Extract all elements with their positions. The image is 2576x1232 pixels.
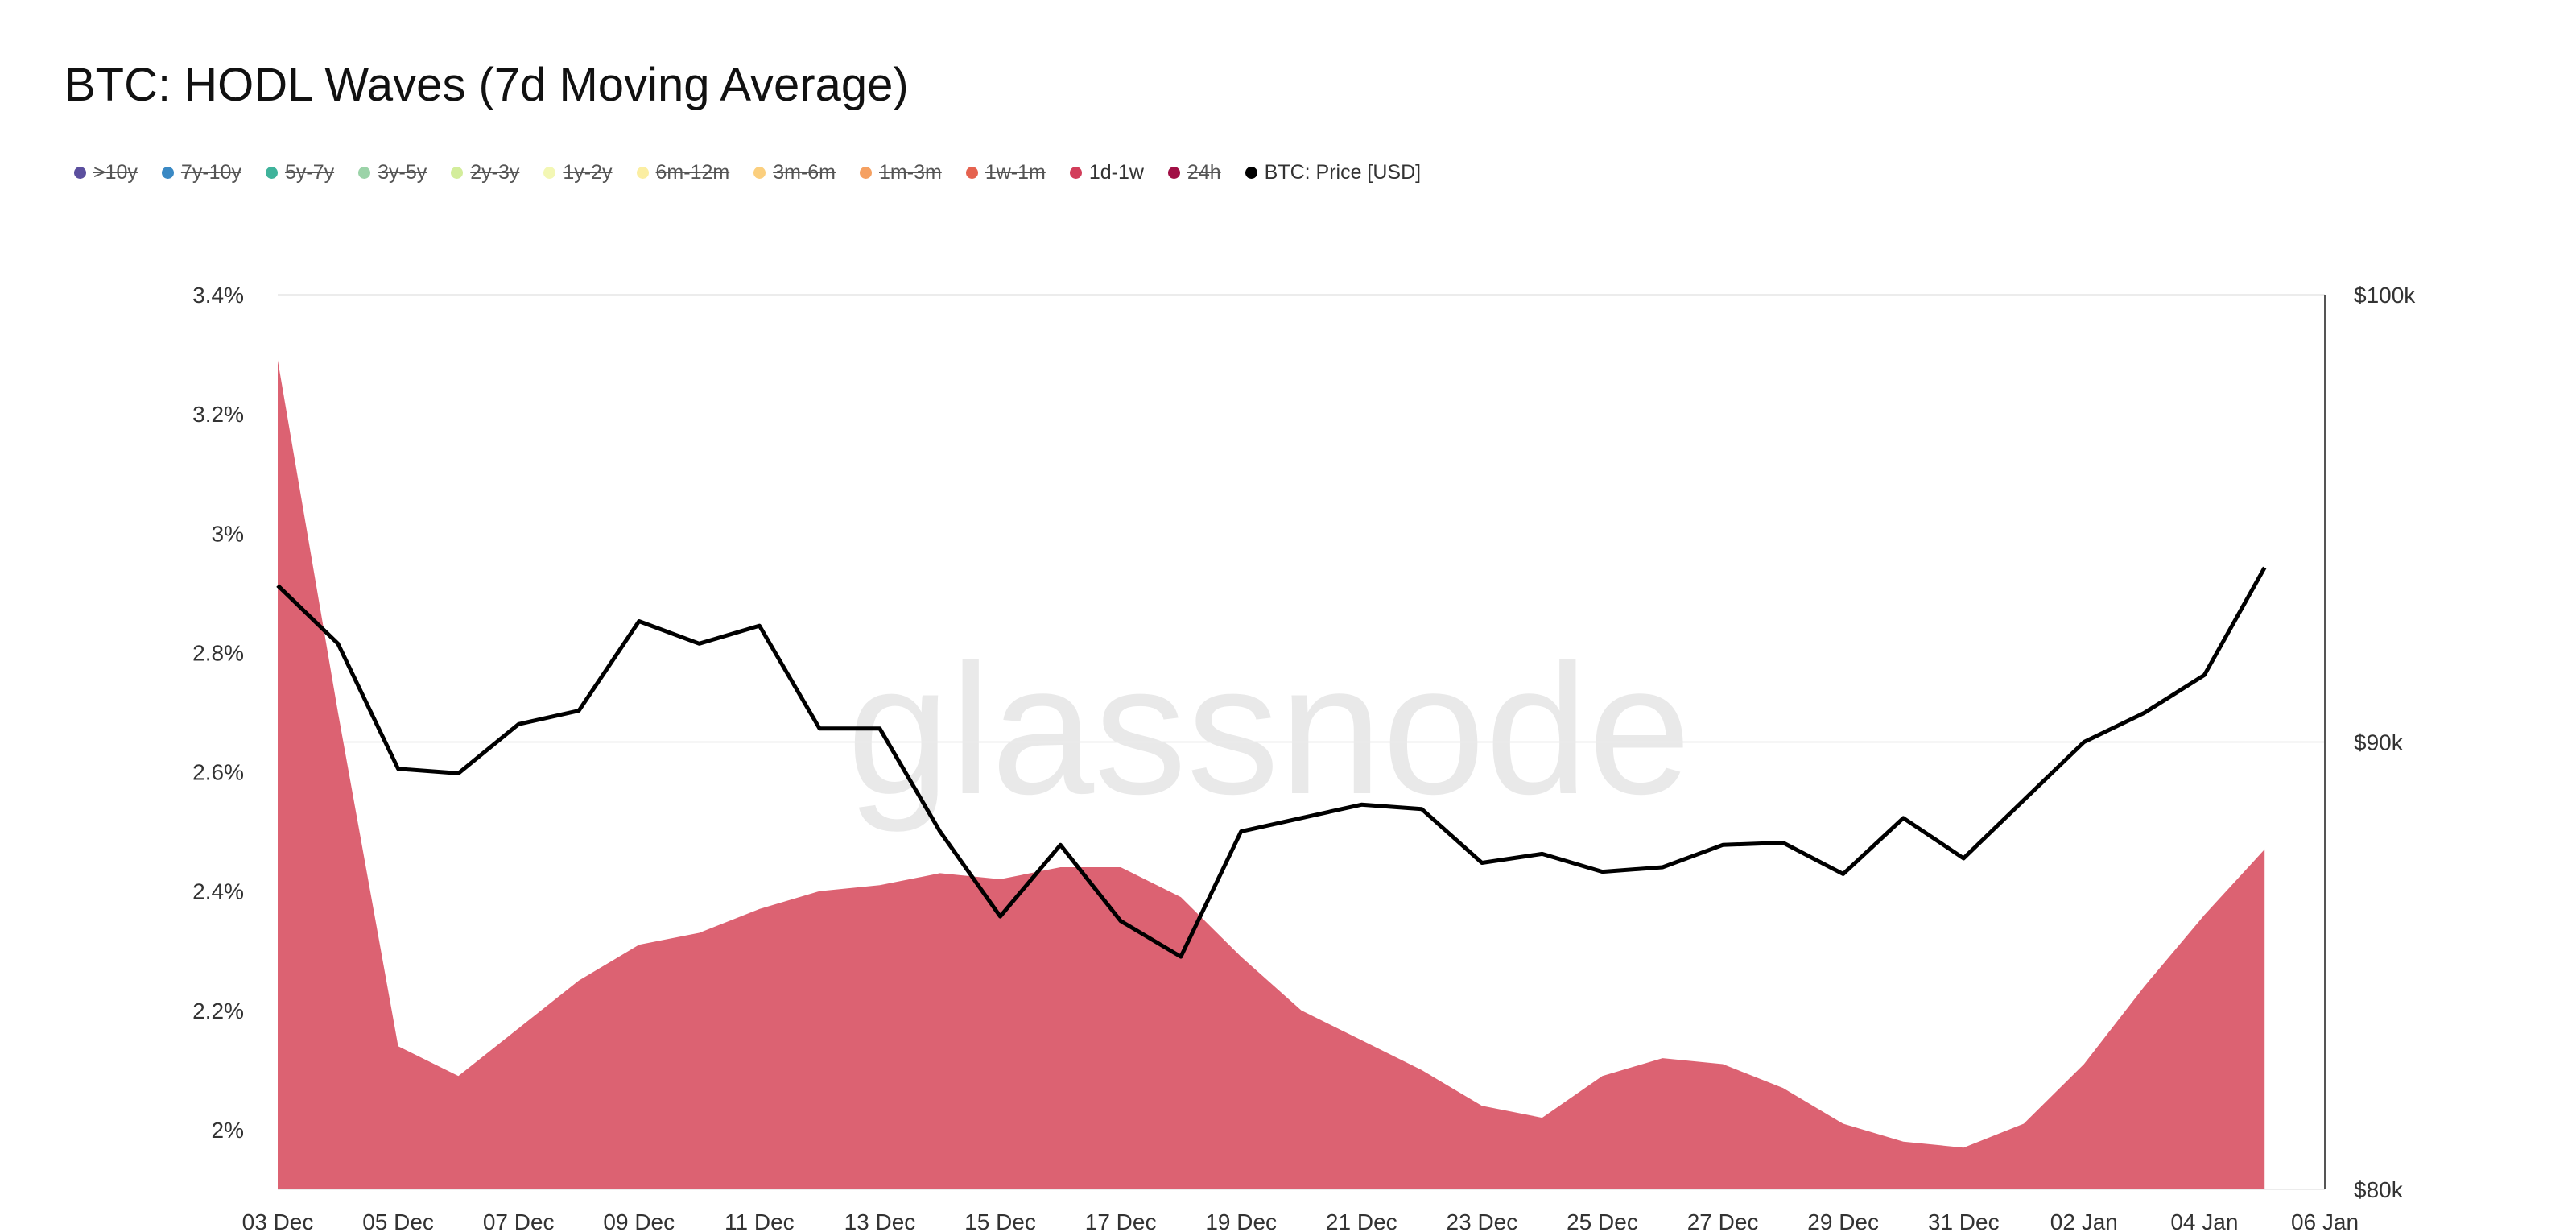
x-tick-label: 21 Dec xyxy=(1326,1209,1397,1232)
y-left-tick-label: 3.2% xyxy=(192,402,244,427)
x-tick-label: 25 Dec xyxy=(1567,1209,1638,1232)
x-tick-label: 11 Dec xyxy=(724,1209,795,1232)
legend-label: 24h xyxy=(1187,161,1221,184)
x-tick-label: 09 Dec xyxy=(603,1209,675,1232)
x-tick-label: 29 Dec xyxy=(1807,1209,1879,1232)
legend-dot-icon xyxy=(451,167,464,179)
y-right-tick-label: $90k xyxy=(2354,730,2404,755)
legend-item[interactable]: 1m-3m xyxy=(860,161,942,184)
legend-item[interactable]: 1w-1m xyxy=(965,161,1046,184)
legend-dot-icon xyxy=(965,167,978,179)
legend-dot-icon xyxy=(1069,167,1082,179)
legend-label: BTC: Price [USD] xyxy=(1264,161,1422,184)
y-left-tick-label: 2.8% xyxy=(192,640,244,665)
legend-dot-icon xyxy=(860,167,873,179)
legend-item[interactable]: 5y-7y xyxy=(265,161,335,184)
x-tick-label: 03 Dec xyxy=(242,1209,314,1232)
legend-label: 1d-1w xyxy=(1088,161,1144,184)
x-tick-label: 02 Jan xyxy=(2050,1209,2118,1232)
legend-dot-icon xyxy=(753,167,766,179)
y-right-tick-label: $100k xyxy=(2354,283,2416,308)
legend-item[interactable]: 3m-6m xyxy=(753,161,836,184)
chart-title: BTC: HODL Waves (7d Moving Average) xyxy=(64,59,909,111)
legend-dot-icon xyxy=(1245,167,1257,179)
y-left-tick-label: 2% xyxy=(212,1118,244,1143)
x-tick-label: 19 Dec xyxy=(1205,1209,1277,1232)
legend-item[interactable]: 1d-1w xyxy=(1069,161,1144,184)
y-left-tick-label: 3.4% xyxy=(192,283,244,308)
watermark-text: glassnode xyxy=(847,626,1691,833)
x-tick-label: 27 Dec xyxy=(1687,1209,1759,1232)
x-tick-label: 15 Dec xyxy=(964,1209,1036,1232)
legend-label: 2y-3y xyxy=(470,161,520,184)
series-line-btc-price xyxy=(276,566,2267,959)
legend-label: 6m-12m xyxy=(655,161,730,184)
y-left-tick-label: 2.4% xyxy=(192,879,244,904)
x-tick-label: 23 Dec xyxy=(1447,1209,1518,1232)
legend-label: 7y-10y xyxy=(180,161,242,184)
x-tick-label: 05 Dec xyxy=(362,1209,434,1232)
legend-item[interactable]: 1y-2y xyxy=(543,161,613,184)
legend-item[interactable]: 2y-3y xyxy=(451,161,519,184)
legend-label: >10y xyxy=(93,161,138,184)
legend-dot-icon xyxy=(1167,167,1180,179)
legend-label: 1m-3m xyxy=(879,161,942,184)
legend-item[interactable]: >10y xyxy=(74,161,138,184)
legend-dot-icon xyxy=(265,167,278,179)
x-tick-label: 13 Dec xyxy=(844,1209,916,1232)
chart-legend: >10y 7y-10y 5y-7y 3y-5y 2y-3y 1y-2y 6m-12m 3m-6… xyxy=(74,161,1445,184)
legend-item[interactable]: 7y-10y xyxy=(161,161,242,184)
legend-label: 1w-1m xyxy=(985,161,1046,184)
legend-item[interactable]: 24h xyxy=(1167,161,1221,184)
y-left-tick-label: 2.6% xyxy=(192,760,244,785)
y-left-tick-label: 2.2% xyxy=(192,998,244,1023)
legend-dot-icon xyxy=(74,167,86,179)
x-tick-label: 07 Dec xyxy=(483,1209,555,1232)
y-left-tick-label: 3% xyxy=(212,521,244,546)
legend-label: 5y-7y xyxy=(284,161,335,184)
legend-label: 3m-6m xyxy=(773,161,836,184)
series-area-1d-1w xyxy=(278,360,2265,1189)
legend-dot-icon xyxy=(161,167,174,179)
x-tick-label: 31 Dec xyxy=(1928,1209,2000,1232)
legend-label: 1y-2y xyxy=(563,161,613,184)
legend-item[interactable]: BTC: Price [USD] xyxy=(1245,161,1421,184)
x-tick-label: 17 Dec xyxy=(1085,1209,1157,1232)
x-tick-label: 04 Jan xyxy=(2170,1209,2238,1232)
legend-label: 3y-5y xyxy=(378,161,427,184)
legend-item[interactable]: 6m-12m xyxy=(636,161,730,184)
x-tick-label: 06 Jan xyxy=(2291,1209,2359,1232)
legend-dot-icon xyxy=(358,167,371,179)
legend-dot-icon xyxy=(636,167,649,179)
legend-item[interactable]: 3y-5y xyxy=(358,161,427,184)
y-right-tick-label: $80k xyxy=(2354,1177,2404,1202)
legend-dot-icon xyxy=(543,167,556,179)
